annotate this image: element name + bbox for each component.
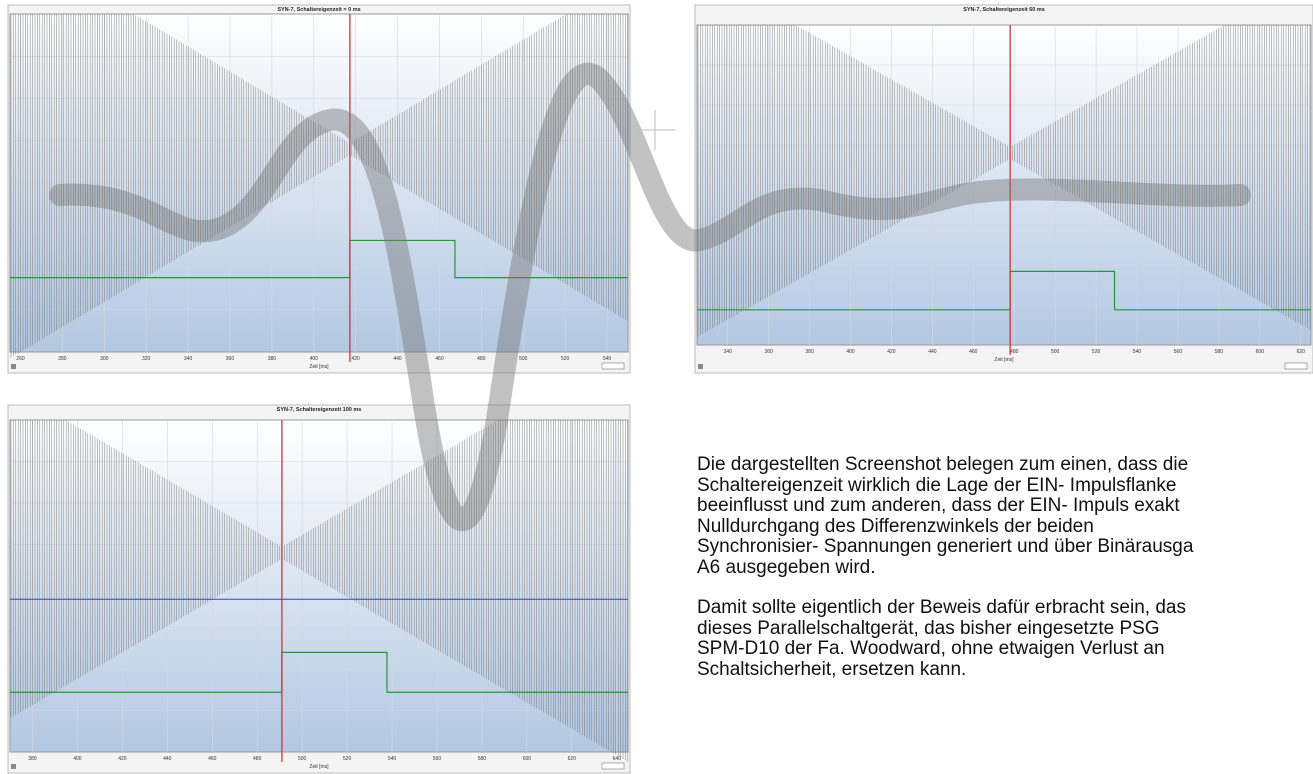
x-tick-label: 420 [887,349,896,355]
x-tick-label: 480 [1010,349,1019,355]
x-tick-label: 400 [73,756,82,762]
x-tick-label: 300 [100,356,109,362]
x-tick-label: 520 [1092,349,1101,355]
text-line: dieses Parallelschaltgerät, das bisher e… [697,619,1313,640]
x-tick-label: 260 [16,356,25,362]
toolbar-icon [698,364,703,369]
x-axis-label: Zeit [ms] [994,357,1014,363]
text-line: Schaltereigenzeit wirklich die Lage der … [697,476,1313,497]
toolbar-icons [1285,363,1307,369]
x-tick-label: 540 [388,756,397,762]
x-tick-label: 420 [351,356,360,362]
x-tick-label: 460 [969,349,978,355]
x-tick-label: 520 [561,356,570,362]
title: SYN-7, Schaltereigenzeit 60 ms [963,7,1045,13]
x-tick-label: 360 [764,349,773,355]
x-tick-label: 440 [393,356,402,362]
x-tick-label: 620 [1297,349,1306,355]
x-tick-label: 580 [478,756,487,762]
x-tick-label: 460 [208,756,217,762]
title: SYN-7, Schaltereigenzeit = 0 ms [277,7,360,13]
x-tick-label: 480 [477,356,486,362]
page: SYN-7, Schaltereigenzeit = 0 ms 260 280 300… [0,0,1313,774]
x-tick-label: 480 [253,756,262,762]
x-tick-label: 600 [523,756,532,762]
x-tick-label: 400 [846,349,855,355]
paragraph: Damit sollte eigentlich der Beweis dafür… [697,598,1313,680]
x-tick-label: 580 [1215,349,1224,355]
x-tick-label: 360 [226,356,235,362]
x-tick-label: 420 [118,756,127,762]
x-axis-label: Zeit [ms] [309,364,329,370]
x-tick-label: 500 [1051,349,1060,355]
x-tick-label: 380 [268,356,277,362]
x-tick-label: 540 [1133,349,1142,355]
x-tick-label: 440 [163,756,172,762]
toolbar-icons [602,363,624,369]
text-line: Schaltsicherheit, ersetzen kann. [697,660,1313,681]
text-line: Nulldurchgang des Differenzwinkels der b… [697,517,1313,538]
toolbar-icons [602,763,624,769]
x-tick-label: 500 [519,356,528,362]
paragraph: Die dargestellten Screenshot belegen zum… [697,455,1313,578]
x-tick-label: 600 [1256,349,1265,355]
screenshot: SYN-7, Schaltereigenzeit 100 ms 380 400 420… [8,405,630,773]
x-tick-label: 460 [435,356,444,362]
x-tick-label: 320 [142,356,151,362]
x-tick-label: 640 [613,756,622,762]
text-line: Synchronisier- Spannungen generiert und … [697,537,1313,558]
x-tick-label: 540 [603,356,612,362]
x-tick-label: 500 [298,756,307,762]
x-tick-label: 340 [724,349,733,355]
x-tick-label: 280 [58,356,67,362]
text-line: beeinflusst und zum anderen, dass der EI… [697,496,1313,517]
x-tick-label: 620 [568,756,577,762]
x-tick-label: 560 [433,756,442,762]
x-tick-label: 380 [805,349,814,355]
x-tick-label: 400 [310,356,319,362]
x-tick-label: 380 [28,756,37,762]
toolbar-icon [11,364,16,369]
text-line: A6 ausgegeben wird. [697,558,1313,579]
text-line: Damit sollte eigentlich der Beweis dafür… [697,598,1313,619]
text-line: SPM-D10 der Fa. Woodward, ohne etwaigen … [697,639,1313,660]
x-tick-label: 520 [343,756,352,762]
x-axis-label: Zeit [ms] [309,764,329,770]
x-tick-label: 440 [928,349,937,355]
x-tick-label: 560 [1174,349,1183,355]
x-tick-label: 340 [184,356,193,362]
title: SYN-7, Schaltereigenzeit 100 ms [277,407,362,413]
text-line: Die dargestellten Screenshot belegen zum… [697,455,1313,476]
toolbar-icon [11,764,16,769]
